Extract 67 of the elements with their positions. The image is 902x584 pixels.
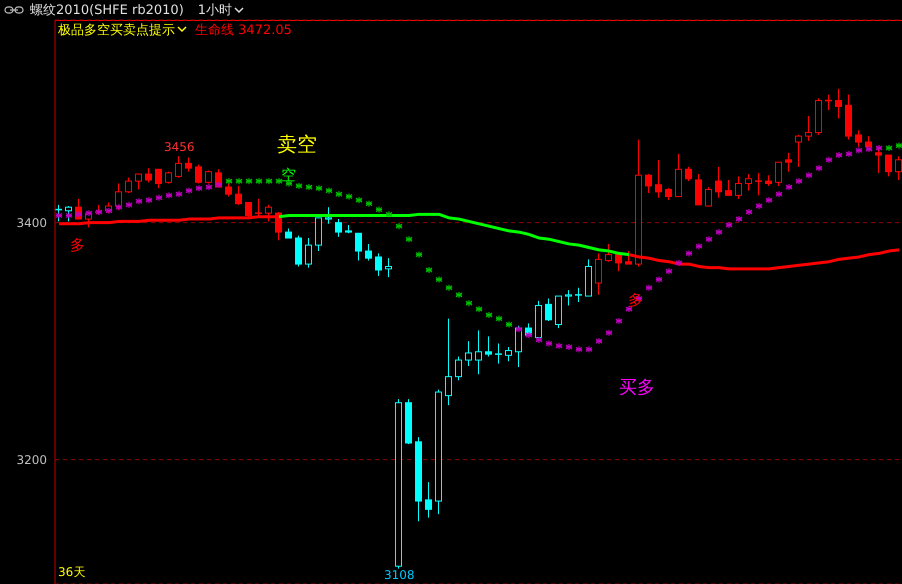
- candlestick: [475, 330, 482, 375]
- chart-subtitle: 1小时: [198, 2, 232, 19]
- candlestick: [485, 336, 492, 358]
- candlestick: [335, 218, 342, 238]
- chart-title: 螺纹2010(SHFE rb2010): [30, 2, 184, 19]
- candlestick: [795, 134, 802, 168]
- legend-title: 极品多空买卖点提示: [58, 22, 175, 38]
- candlestick: [385, 258, 392, 278]
- candlestick: [135, 174, 142, 190]
- candlestick: [355, 232, 362, 262]
- text: 生命线: [195, 22, 234, 38]
- annotation: 卖空: [277, 132, 317, 156]
- candlestick: [665, 188, 672, 201]
- candlestick: [575, 287, 582, 302]
- candlestick: [725, 179, 732, 196]
- candlestick: [595, 252, 602, 296]
- annotation: 多: [628, 291, 643, 309]
- candlestick: [885, 154, 892, 177]
- y-tick-label: 3400: [16, 216, 47, 230]
- candlestick: [785, 152, 792, 172]
- candlestick: [375, 252, 382, 276]
- candlestick: [835, 88, 842, 119]
- candlestick: [325, 206, 332, 224]
- candlestick: [235, 185, 242, 206]
- candlestick: [625, 250, 632, 265]
- candlestick: [125, 177, 132, 194]
- candlestick: [305, 238, 312, 268]
- candlestick: [685, 166, 692, 182]
- candlestick: [145, 168, 152, 183]
- candlestick: [285, 228, 292, 239]
- candlestick: [185, 156, 192, 172]
- candlestick: [425, 482, 432, 518]
- annotation: 36天: [58, 565, 86, 579]
- candlestick: [775, 162, 782, 186]
- candlestick: [735, 176, 742, 200]
- candlestick: [765, 174, 772, 186]
- candlestick: [545, 298, 552, 322]
- candlestick: [155, 168, 162, 189]
- candlestick: [445, 318, 452, 406]
- candlestick: [855, 130, 862, 148]
- candlestick: [195, 164, 202, 184]
- candlestick: [655, 159, 662, 198]
- y-tick-label: 3200: [16, 452, 47, 467]
- candlestick: [605, 243, 612, 262]
- annotation: 3456: [164, 140, 195, 154]
- annotation: 空: [281, 166, 296, 184]
- candlestick: [745, 174, 752, 192]
- candlestick: [645, 174, 652, 194]
- candlestick: [205, 170, 212, 184]
- annotation: 3108: [384, 568, 415, 582]
- candlestick: [465, 340, 472, 366]
- candlestick: [165, 171, 172, 184]
- candlestick: [565, 290, 572, 306]
- candlestick: [455, 356, 462, 381]
- annotation: 多: [70, 236, 85, 254]
- candlestick: [505, 346, 512, 362]
- candlestick: [365, 243, 372, 262]
- candlestick: [705, 186, 712, 207]
- candlestick: [615, 254, 622, 272]
- candlestick: [825, 94, 832, 111]
- candlestick: [175, 156, 182, 178]
- candlestick: [805, 115, 812, 142]
- annotation: 3472.05: [238, 22, 292, 38]
- candlestick: [715, 166, 722, 198]
- candlestick: [755, 172, 762, 196]
- candlestick: [495, 342, 502, 364]
- annotation: 买多: [619, 377, 655, 398]
